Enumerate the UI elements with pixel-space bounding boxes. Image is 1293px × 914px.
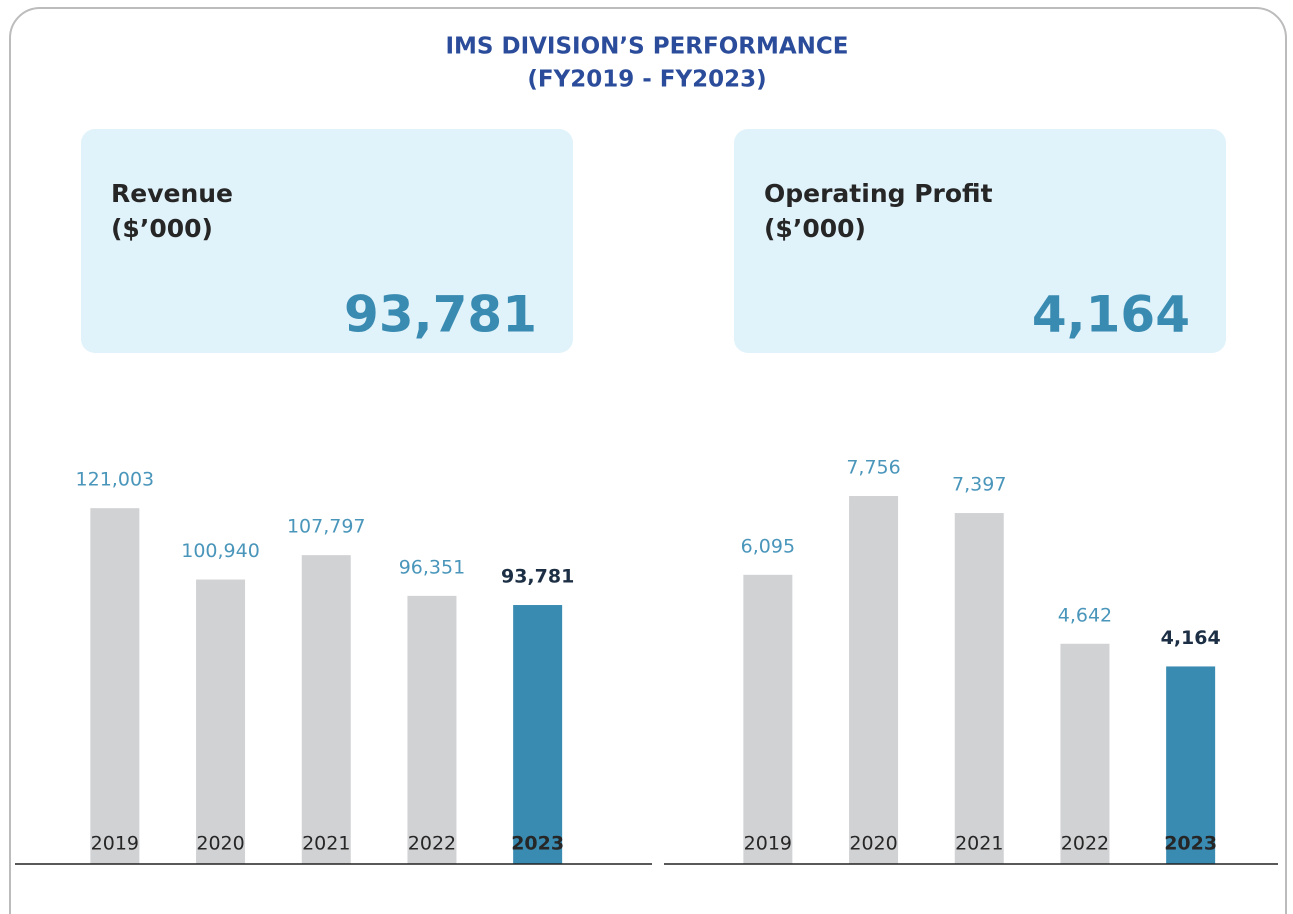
bar [1060,643,1110,864]
value-label: 96,351 [399,556,465,578]
value-label: 7,397 [952,474,1006,496]
x-tick-label: 2021 [955,833,1003,855]
x-tick-label: 2020 [849,833,897,855]
x-tick-label: 2023 [511,833,564,855]
bar [743,574,793,864]
bar [407,595,457,864]
x-tick-label: 2022 [1061,833,1109,855]
bar [301,555,351,864]
bar [196,579,246,864]
x-tick-label: 2022 [408,833,456,855]
x-tick-label: 2019 [91,833,139,855]
card-subtitle: ($’000) [111,214,213,243]
x-tick-label: 2021 [302,833,350,855]
x-tick-label: 2020 [196,833,244,855]
card-value: 93,781 [344,286,537,344]
title: (FY2019 - FY2023) [527,67,766,93]
value-label: 4,164 [1161,627,1221,649]
bar [849,496,899,864]
title: IMS DIVISION’S PERFORMANCE [445,34,848,60]
card [734,129,1226,353]
frame [9,7,1287,914]
value-label: 93,781 [501,566,574,588]
bar [1166,666,1216,864]
value-label: 107,797 [287,516,366,538]
card-title: Operating Profit [764,179,993,208]
bar [90,508,140,864]
card-value: 4,164 [1032,286,1190,344]
value-label: 100,940 [181,540,260,562]
bar [513,605,563,864]
value-label: 7,756 [846,457,900,479]
value-label: 4,642 [1058,604,1112,626]
value-label: 6,095 [741,535,795,557]
x-tick-label: 2019 [744,833,792,855]
card-subtitle: ($’000) [764,214,866,243]
x-tick-label: 2023 [1164,833,1217,855]
value-label: 121,003 [76,469,155,491]
bar [954,513,1004,864]
card [81,129,573,353]
card-title: Revenue [111,179,233,208]
